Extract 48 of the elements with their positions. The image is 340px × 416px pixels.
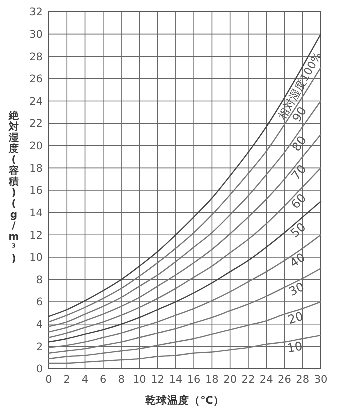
text: 80	[289, 134, 310, 154]
x-tick-label: 20	[224, 374, 238, 386]
text: 20	[286, 309, 306, 328]
y-tick-label: 2	[36, 341, 43, 354]
line-series	[48, 168, 322, 338]
x-tick-label: 24	[260, 374, 274, 386]
y-tick-label: 4	[36, 319, 44, 332]
x-tick-label: 2	[64, 374, 70, 386]
x-tick-label: 12	[151, 374, 164, 386]
x-tick-label: 0	[46, 374, 52, 386]
y-tick-label: 24	[30, 96, 44, 108]
y-tick-label: 12	[30, 230, 43, 242]
line-series	[48, 134, 322, 333]
x-tick-label: 4	[82, 374, 89, 386]
y-tick-label: 0	[36, 364, 43, 376]
y-tick-label: 6	[36, 296, 44, 309]
y-tick-label: 14	[30, 207, 44, 220]
x-tick-label: 14	[169, 374, 183, 386]
x-axis-title: 乾球温度（℃）	[146, 394, 224, 407]
text: 30	[286, 280, 307, 300]
y-tick-label: 16	[30, 185, 44, 198]
x-tick-label: 6	[100, 374, 108, 386]
y-tick-label: 10	[30, 252, 43, 264]
text: 70	[288, 162, 310, 183]
text: 絶対湿度(容積) (g/m³)	[8, 111, 20, 265]
y-tick-label: 26	[30, 74, 44, 86]
x-tick-label: 8	[118, 374, 125, 386]
x-tick-label: 16	[187, 374, 202, 386]
line-series	[48, 301, 322, 360]
x-tick-label: 10	[132, 374, 146, 386]
x-tick-label: 26	[278, 374, 292, 386]
y-tick-label: 22	[30, 118, 43, 130]
y-tick-label: 30	[30, 28, 43, 41]
y-tick-label: 20	[30, 140, 43, 153]
text: 60	[288, 191, 310, 212]
x-tick-label: 30	[314, 374, 328, 386]
x-tick-label: 22	[242, 374, 256, 386]
x-tick-label: 28	[296, 374, 310, 386]
text: 40	[287, 250, 308, 271]
x-tick-label: 18	[206, 374, 219, 386]
y-tick-label: 8	[36, 274, 43, 286]
line-series	[48, 334, 322, 364]
text: 50	[288, 220, 309, 241]
y-tick-label: 18	[30, 162, 43, 175]
line-series	[48, 268, 322, 354]
y-tick-label: 28	[30, 51, 43, 64]
text: 10	[286, 339, 304, 356]
y-tick-label: 32	[30, 6, 43, 19]
